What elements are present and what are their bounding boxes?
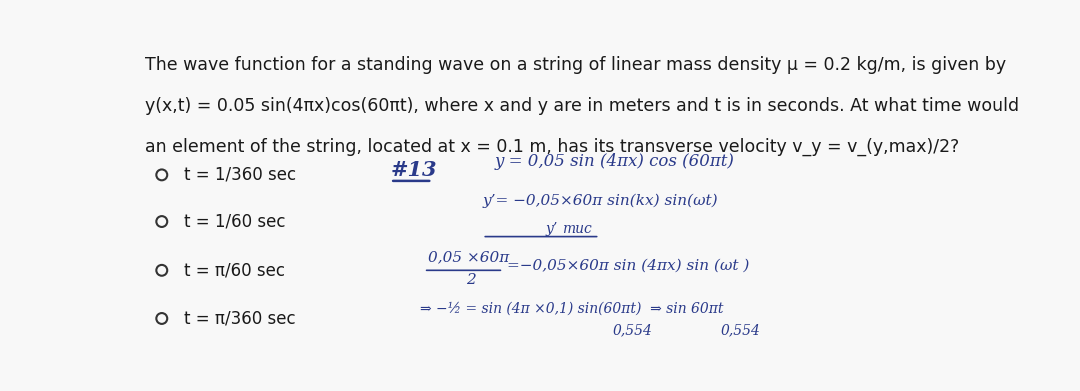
Text: ⇒ −½ = sin (4π ×0,1) sin(60πt)  ⇒ sin 60πt: ⇒ −½ = sin (4π ×0,1) sin(60πt) ⇒ sin 60π… bbox=[420, 302, 724, 316]
Text: t = π/60 sec: t = π/60 sec bbox=[184, 261, 284, 279]
Text: 0,554: 0,554 bbox=[721, 323, 760, 337]
Text: t = π/360 sec: t = π/360 sec bbox=[184, 310, 295, 328]
Text: #13: #13 bbox=[390, 160, 436, 180]
Text: =−0,05×60π sin (4πx) sin (ωt ): =−0,05×60π sin (4πx) sin (ωt ) bbox=[508, 258, 750, 272]
Text: y’= −0,05×60π sin(kx) sin(ωt): y’= −0,05×60π sin(kx) sin(ωt) bbox=[483, 193, 718, 208]
Text: t = 1/60 sec: t = 1/60 sec bbox=[184, 213, 285, 231]
Text: 0,05 ×60π: 0,05 ×60π bbox=[428, 251, 509, 265]
Text: y(x,t) = 0.05 sin(4πx)cos(60πt), where x and y are in meters and t is in seconds: y(x,t) = 0.05 sin(4πx)cos(60πt), where x… bbox=[145, 97, 1020, 115]
Text: y’: y’ bbox=[545, 222, 557, 236]
Text: The wave function for a standing wave on a string of linear mass density μ = 0.2: The wave function for a standing wave on… bbox=[145, 56, 1007, 74]
Text: 0,554: 0,554 bbox=[612, 323, 652, 337]
Text: muc: muc bbox=[562, 222, 592, 236]
Text: 2: 2 bbox=[465, 273, 475, 287]
Text: an element of the string, located at x = 0.1 m, has its transverse velocity v_y : an element of the string, located at x =… bbox=[145, 137, 959, 156]
Text: t = 1/360 sec: t = 1/360 sec bbox=[184, 166, 296, 184]
Text: y = 0,05 sin (4πx) cos (60πt): y = 0,05 sin (4πx) cos (60πt) bbox=[495, 153, 734, 170]
